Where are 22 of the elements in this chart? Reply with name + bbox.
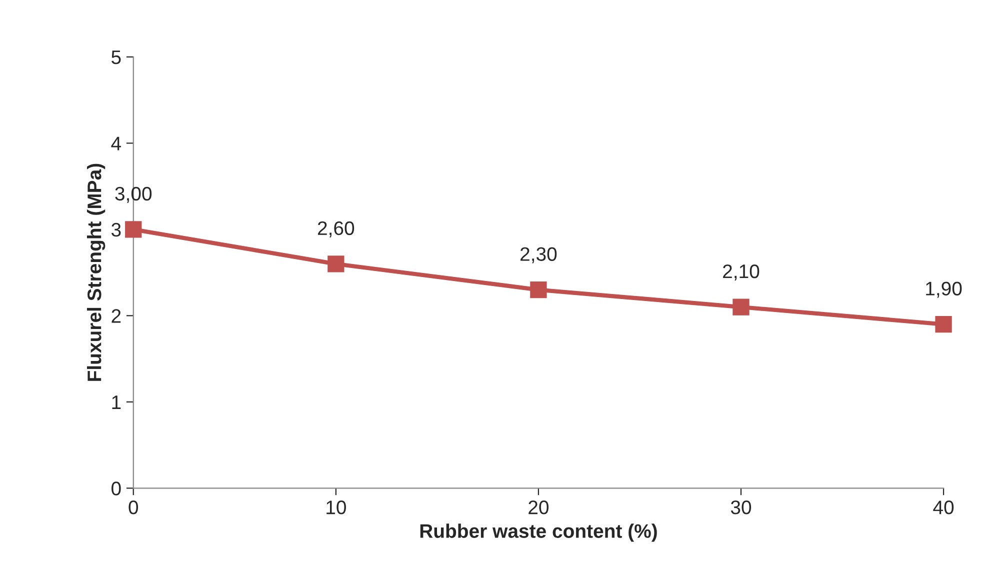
y-tick-label: 0 (112, 482, 121, 496)
point (328, 256, 344, 272)
y-tick-label: 3 (112, 222, 121, 237)
y-tick-label: 5 (112, 50, 121, 64)
y-tick-label: 4 (111, 136, 122, 150)
y-tick-label: 2 (112, 309, 121, 323)
x-axis-title: Rubber waste content (%) (420, 524, 657, 542)
data-label: 2,60 (318, 221, 354, 238)
point (125, 221, 142, 238)
y-tick-label: 1 (112, 396, 121, 409)
data-label: 1,90 (926, 282, 962, 298)
x-tick-label: 0 (128, 500, 138, 514)
point (732, 298, 750, 316)
data-label: 2,10 (723, 264, 760, 281)
point (935, 316, 952, 333)
y-axis-title: Fluxurel Strenght (MPa) (86, 164, 106, 381)
x-tick-label: 40 (933, 500, 954, 514)
x-tick-label: 30 (730, 500, 752, 514)
x-tick-label: 10 (326, 500, 346, 514)
data-label: 2,30 (520, 247, 557, 264)
point (530, 281, 547, 298)
x-tick-label: 20 (528, 500, 549, 514)
